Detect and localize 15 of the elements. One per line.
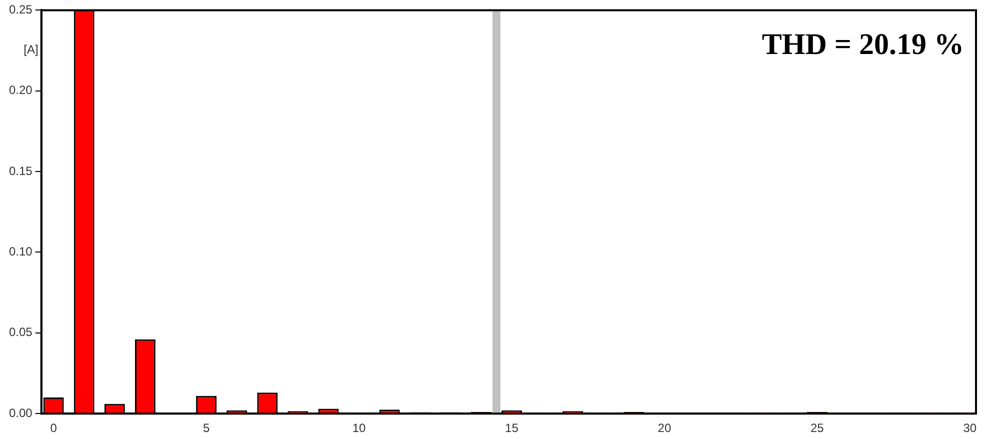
x-tick-label: 15 (505, 421, 519, 436)
x-tick-label: 30 (963, 421, 977, 436)
y-tick-label: 0.10 (8, 244, 33, 259)
x-tick-label: 5 (202, 421, 210, 436)
y-tick-label: 0.25 (8, 2, 33, 17)
x-tick-label: 10 (352, 421, 366, 436)
y-tick-label: 0.20 (8, 83, 33, 98)
x-tick-label: 20 (658, 421, 672, 436)
y-tick-label: 0.15 (8, 164, 33, 178)
x-tick-label: 25 (810, 421, 824, 436)
annotation: THD = 20.19 % (762, 28, 964, 61)
y-tick-label: 0.05 (8, 325, 33, 340)
x-tick-label: 0 (50, 421, 58, 436)
y-tick-label: 0.00 (8, 406, 33, 420)
y-axis-title: [A] (24, 42, 38, 57)
